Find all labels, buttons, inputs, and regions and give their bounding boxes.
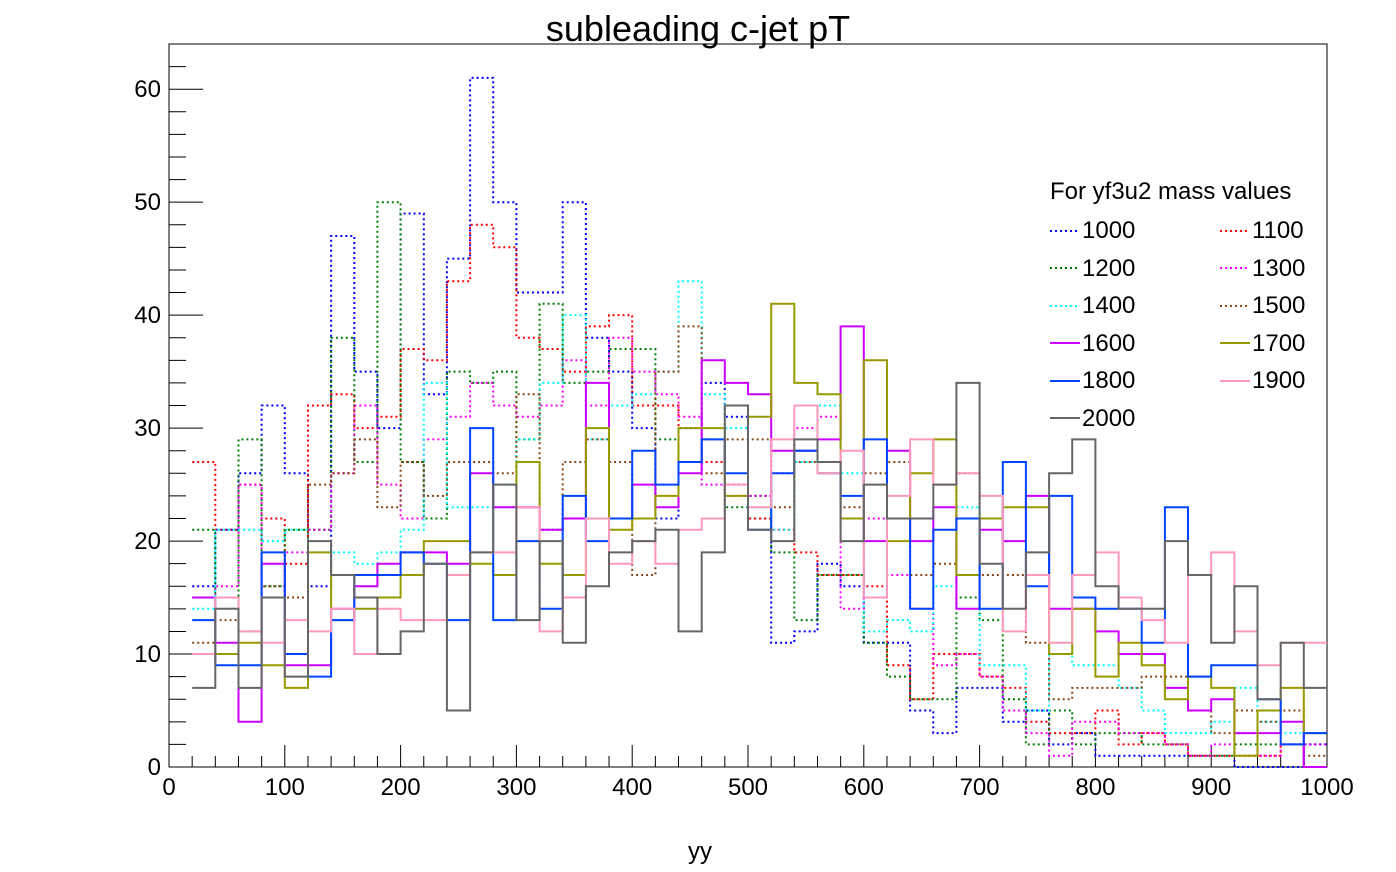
legend-item-1800: 1800	[1050, 362, 1220, 400]
legend-swatch	[1220, 229, 1250, 232]
y-tick-label: 0	[148, 754, 161, 781]
histogram-1300	[192, 336, 1327, 757]
legend-label: 1700	[1252, 329, 1306, 357]
legend-item-1600: 1600	[1050, 325, 1220, 363]
histogram-1500	[192, 325, 1327, 757]
legend-label: 1500	[1252, 292, 1306, 320]
y-tick-label: 30	[134, 415, 161, 442]
legend-swatch	[1220, 267, 1250, 270]
x-tick-label: 100	[265, 774, 305, 801]
x-tick-label: 600	[844, 774, 884, 801]
legend-item-1900: 1900	[1220, 362, 1380, 400]
x-axis-label: yy	[688, 838, 712, 865]
legend-swatch	[1050, 379, 1080, 382]
legend-label: 1100	[1252, 217, 1304, 245]
x-tick-label: 1000	[1300, 774, 1353, 801]
legend-label: 2000	[1082, 404, 1136, 432]
histogram-1100	[192, 223, 1327, 768]
legend-swatch	[1050, 267, 1080, 270]
legend-item-1000: 1000	[1050, 212, 1220, 250]
legend-swatch	[1220, 379, 1250, 382]
legend-item-1300: 1300	[1220, 250, 1380, 288]
legend-label: 1800	[1082, 367, 1136, 395]
x-tick-label: 800	[1075, 774, 1115, 801]
y-tick-label: 20	[134, 528, 161, 555]
legend-swatch	[1050, 342, 1080, 345]
histogram-2000	[192, 381, 1327, 712]
y-tick-label: 10	[134, 641, 161, 668]
legend-label: 1400	[1082, 292, 1136, 320]
x-tick-label: 0	[162, 774, 175, 801]
legend-item-1200: 1200	[1050, 250, 1220, 288]
legend-entries: 1000 1100 1200 1300 1400 1500 1600 1700 1800 1900…	[1050, 212, 1380, 437]
histogram-1900	[192, 404, 1327, 667]
legend-item-2000: 2000	[1050, 400, 1220, 438]
chart-title: subleading c-jet pT	[545, 8, 851, 49]
legend-label: 1600	[1082, 329, 1136, 357]
legend-swatch	[1050, 229, 1080, 232]
legend-swatch	[1220, 304, 1250, 307]
legend-item-1700: 1700	[1220, 325, 1380, 363]
y-tick-label: 50	[134, 189, 161, 216]
legend-swatch	[1050, 417, 1080, 420]
x-tick-label: 400	[612, 774, 652, 801]
y-tick-label: 40	[134, 302, 161, 329]
legend-label: 1000	[1082, 217, 1136, 245]
x-tick-label: 900	[1191, 774, 1231, 801]
legend-label: 1200	[1082, 254, 1136, 282]
x-tick-label: 300	[496, 774, 536, 801]
legend-item-1400: 1400	[1050, 287, 1220, 325]
histogram-1700	[192, 302, 1327, 757]
legend-item-1100: 1100	[1220, 212, 1380, 250]
legend-label: 1300	[1252, 254, 1306, 282]
legend-swatch	[1050, 304, 1080, 307]
x-tick-label: 700	[960, 774, 1000, 801]
legend-title: For yf3u2 mass values	[1050, 178, 1292, 205]
legend-item-1500: 1500	[1220, 287, 1380, 325]
x-tick-label: 500	[728, 774, 768, 801]
legend-swatch	[1220, 342, 1250, 345]
legend-label: 1900	[1252, 367, 1306, 395]
y-tick-label: 60	[134, 76, 161, 103]
x-tick-label: 200	[381, 774, 421, 801]
legend: For yf3u2 mass values 1000 1100 1200 1300 14…	[1050, 176, 1380, 437]
